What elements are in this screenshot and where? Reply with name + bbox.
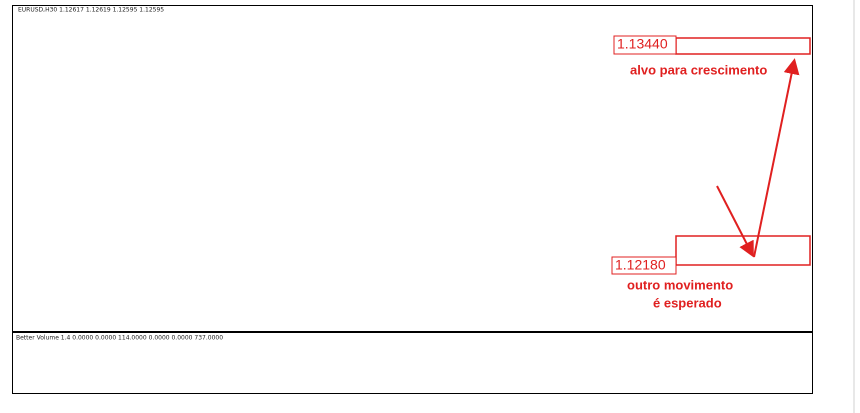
- chart-header: EURUSD,H30 1.12617 1.12619 1.12595 1.125…: [18, 7, 164, 14]
- target-text: alvo para crescimento: [630, 62, 767, 77]
- arrow: [753, 58, 800, 258]
- indicator-title: Better Volume 1.4 0.0000 0.0000 114.0000…: [16, 335, 223, 342]
- low-text: é esperado: [653, 295, 722, 310]
- plot-frame: [12, 5, 813, 394]
- target-price-box: [613, 35, 677, 55]
- low-text: outro movimento: [627, 277, 733, 292]
- target-price: 1.13440: [617, 36, 668, 52]
- low-price: 1.12180: [615, 257, 666, 273]
- low-price-box: [611, 256, 677, 275]
- arrow: [716, 185, 754, 258]
